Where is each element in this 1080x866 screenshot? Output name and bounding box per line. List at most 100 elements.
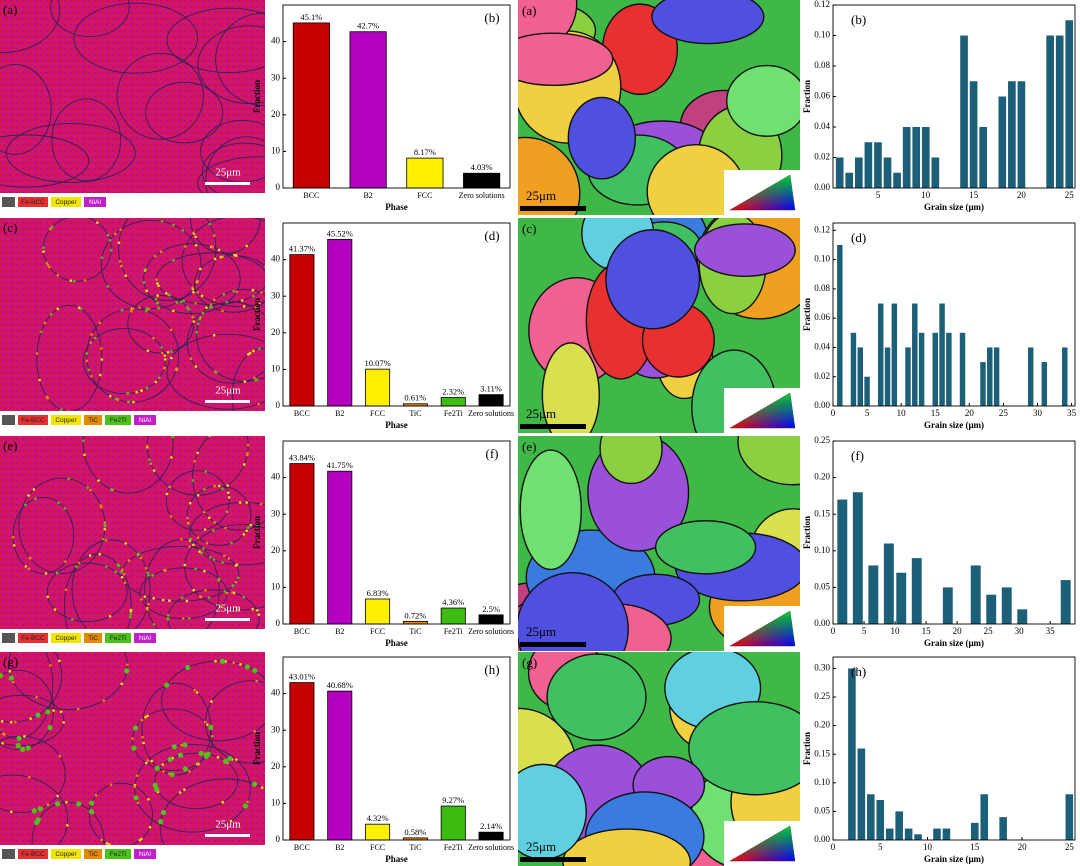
ipf-map — [518, 0, 800, 215]
phase-speck — [203, 569, 206, 573]
phase-speck — [39, 330, 43, 334]
phase-speck — [198, 750, 204, 757]
legend-swatch — [134, 849, 156, 859]
phase-speck — [160, 351, 164, 355]
phase-speck — [192, 588, 195, 592]
panel-label: (a) — [522, 3, 536, 18]
phase-speck — [16, 735, 22, 741]
phase-speck — [37, 806, 43, 812]
x-tick-label: 25 — [999, 408, 1009, 418]
phase-speck — [55, 571, 59, 575]
phase-speck — [127, 400, 131, 404]
phase-speck — [205, 751, 211, 757]
phase-speck — [242, 305, 246, 308]
panel-label: (b) — [851, 12, 866, 27]
x-tick-label: BCC — [303, 191, 319, 200]
bar — [349, 31, 387, 189]
legend-swatch — [84, 197, 106, 207]
phase-speck — [0, 720, 4, 723]
x-tick-label: 15 — [970, 842, 980, 852]
phase-speck — [182, 766, 188, 772]
phase-speck — [42, 246, 45, 249]
bar — [891, 303, 898, 406]
grain-boundary — [0, 774, 69, 845]
value-label: 4.03% — [471, 162, 493, 172]
phase-speck — [254, 306, 257, 309]
phase-speck — [145, 608, 149, 611]
phase-speck — [221, 487, 224, 491]
phase-speck — [53, 608, 57, 611]
x-tick-label: 35 — [1046, 626, 1056, 636]
y-tick-label: 20 — [271, 545, 281, 555]
phase-speck — [283, 431, 286, 434]
y-tick-label: 0.10 — [814, 545, 830, 555]
phase-speck — [212, 529, 215, 532]
phase-speck — [87, 628, 89, 629]
grain-boundary — [186, 301, 265, 384]
value-label: 40.68% — [327, 680, 353, 690]
phase-speck — [48, 265, 51, 269]
x-tick-label: Fe2Ti — [444, 843, 464, 852]
x-axis-label: Phase — [385, 420, 408, 430]
phase-speck — [138, 306, 141, 309]
bar — [942, 587, 953, 624]
phase-map — [0, 0, 265, 193]
bar — [993, 347, 1000, 406]
phase-speck — [0, 636, 1, 639]
bar — [440, 805, 466, 841]
phase-speck — [210, 734, 214, 738]
grain-boundary — [31, 801, 105, 845]
bar — [905, 347, 911, 406]
phase-speck — [284, 309, 287, 312]
bar — [893, 172, 901, 188]
phase-speck — [163, 358, 167, 361]
phase-speck — [154, 786, 160, 793]
grain-boundary — [192, 436, 265, 531]
phase-speck — [191, 315, 194, 319]
grain-boundary — [71, 539, 151, 629]
x-tick-label: TiC — [409, 843, 421, 852]
bar — [914, 834, 922, 840]
phase-speck — [59, 710, 63, 714]
phase-speck — [221, 309, 224, 313]
phase-speck — [213, 521, 216, 524]
grain-boundary — [197, 25, 265, 104]
x-axis-label: Grain size (μm) — [924, 202, 984, 212]
plot-frame — [282, 656, 511, 841]
phase-speck — [144, 761, 148, 765]
phase-speck — [221, 800, 225, 804]
bar — [857, 347, 863, 406]
phase-speck — [129, 310, 133, 313]
phase-speck — [180, 596, 184, 600]
bar — [959, 332, 966, 406]
phase-speck — [136, 552, 140, 556]
phase-speck — [161, 763, 165, 766]
phase-speck — [46, 595, 50, 599]
phase-speck — [243, 380, 247, 383]
ipf-map — [518, 436, 800, 651]
phase-speck — [127, 559, 131, 562]
phase-speck — [264, 265, 265, 268]
phase-speck — [145, 386, 149, 390]
value-label: 0.58% — [404, 827, 426, 837]
phase-speck — [27, 775, 31, 779]
phase-speck — [169, 328, 173, 332]
phase-speck — [196, 279, 199, 283]
bar — [365, 368, 391, 407]
y-tick-label: 30 — [271, 724, 281, 734]
bar — [327, 238, 353, 407]
ipf-grain — [599, 436, 663, 485]
phase-speck — [158, 819, 164, 825]
grain-boundary — [100, 219, 202, 310]
phase-speck — [255, 201, 258, 204]
x-tick-label: Fe2Ti — [444, 627, 464, 636]
phase-speck — [90, 333, 93, 336]
phase-speck — [201, 311, 205, 315]
phase-speck — [186, 516, 189, 520]
x-tick-label: Fe2Ti — [444, 409, 464, 418]
bar — [837, 244, 843, 406]
phase-speck — [168, 294, 171, 297]
phase-speck — [189, 537, 192, 541]
grain-boundary — [0, 735, 66, 814]
phase-speck — [204, 589, 207, 592]
